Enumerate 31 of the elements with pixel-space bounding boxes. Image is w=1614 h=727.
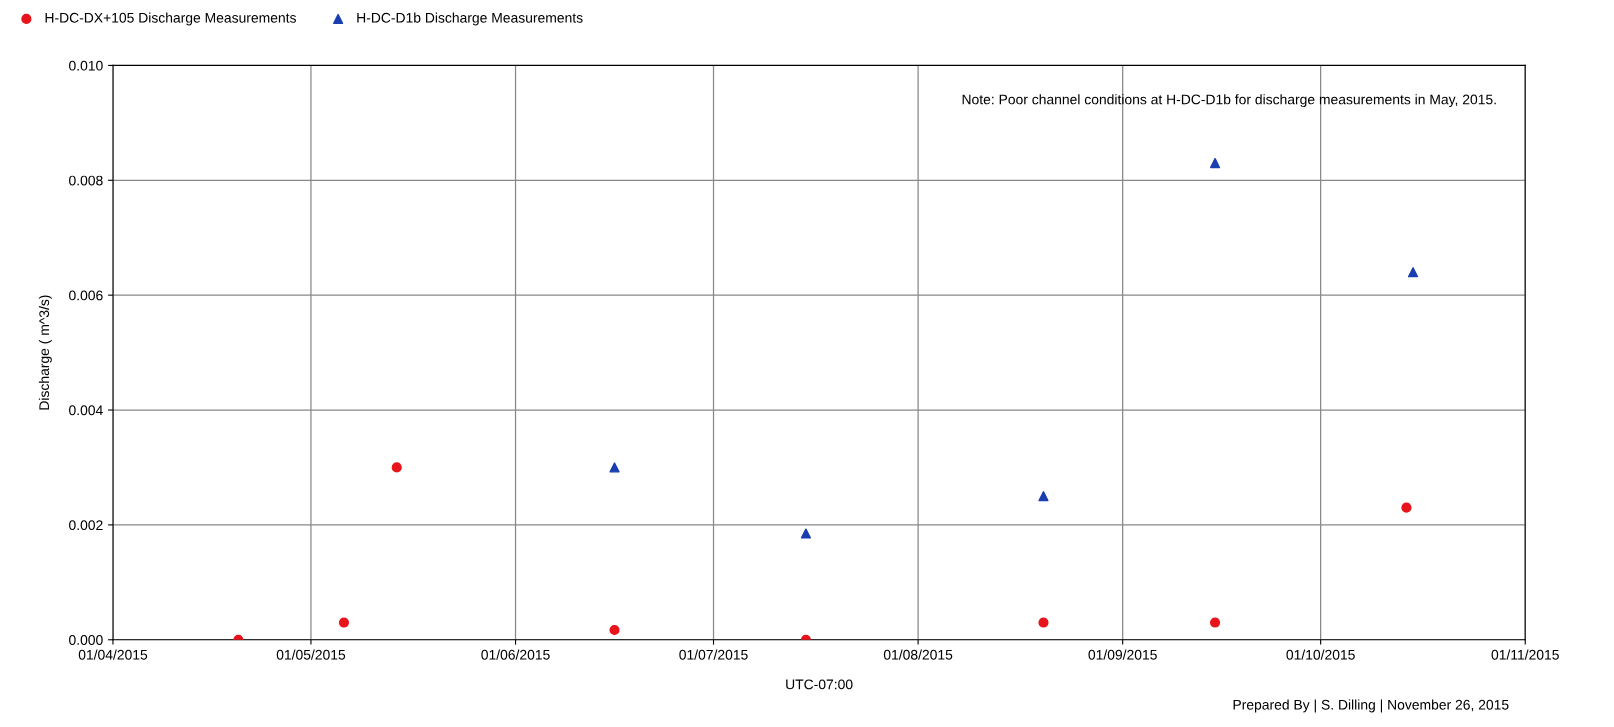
point: [609, 624, 620, 636]
y-axis-title: Discharge ( m^3/s): [38, 295, 52, 410]
y-tick-label: 0.004: [69, 405, 103, 416]
point: [1407, 267, 1419, 278]
text: Prepared By | S. Dilling | November 26, 2015: [1233, 699, 1509, 713]
x-tick-label: 01/09/2015: [1088, 649, 1157, 660]
point: [1401, 502, 1412, 513]
x-tick-label: 01/05/2015: [276, 649, 346, 660]
x-tick-label: 01/11/2015: [1491, 649, 1559, 660]
y-tick-label: 0.008: [69, 175, 103, 186]
x-tick-label: 01/07/2015: [679, 649, 748, 660]
point: [1038, 491, 1049, 502]
point: [1209, 617, 1221, 628]
point: [609, 462, 620, 473]
legend-label: H-DC-DX+105 Discharge Measurements: [45, 12, 296, 26]
y-tick-label: 0.010: [69, 60, 103, 71]
annotation: Note: Poor channel conditions at H-DC-D1b for discharge measurements in May, 2015.: [962, 94, 1496, 108]
x-tick-label: 01/04/2015: [78, 649, 148, 660]
y-tick-label: 0.006: [69, 290, 103, 301]
point: [391, 462, 402, 473]
point: [1038, 617, 1049, 628]
point: [338, 617, 350, 628]
point: [800, 528, 811, 539]
x-tick-label: 01/08/2015: [883, 649, 953, 660]
y-tick-label: 0.000: [69, 635, 103, 645]
x-axis-title: UTC-07:00: [786, 679, 853, 690]
x-tick-label: 01/10/2015: [1286, 649, 1355, 660]
x-tick-label: 01/06/2015: [481, 649, 550, 660]
y-tick-label: 0.002: [69, 520, 103, 531]
point: [1209, 157, 1221, 169]
legend-label: H-DC-D1b Discharge Measurements: [357, 12, 583, 26]
